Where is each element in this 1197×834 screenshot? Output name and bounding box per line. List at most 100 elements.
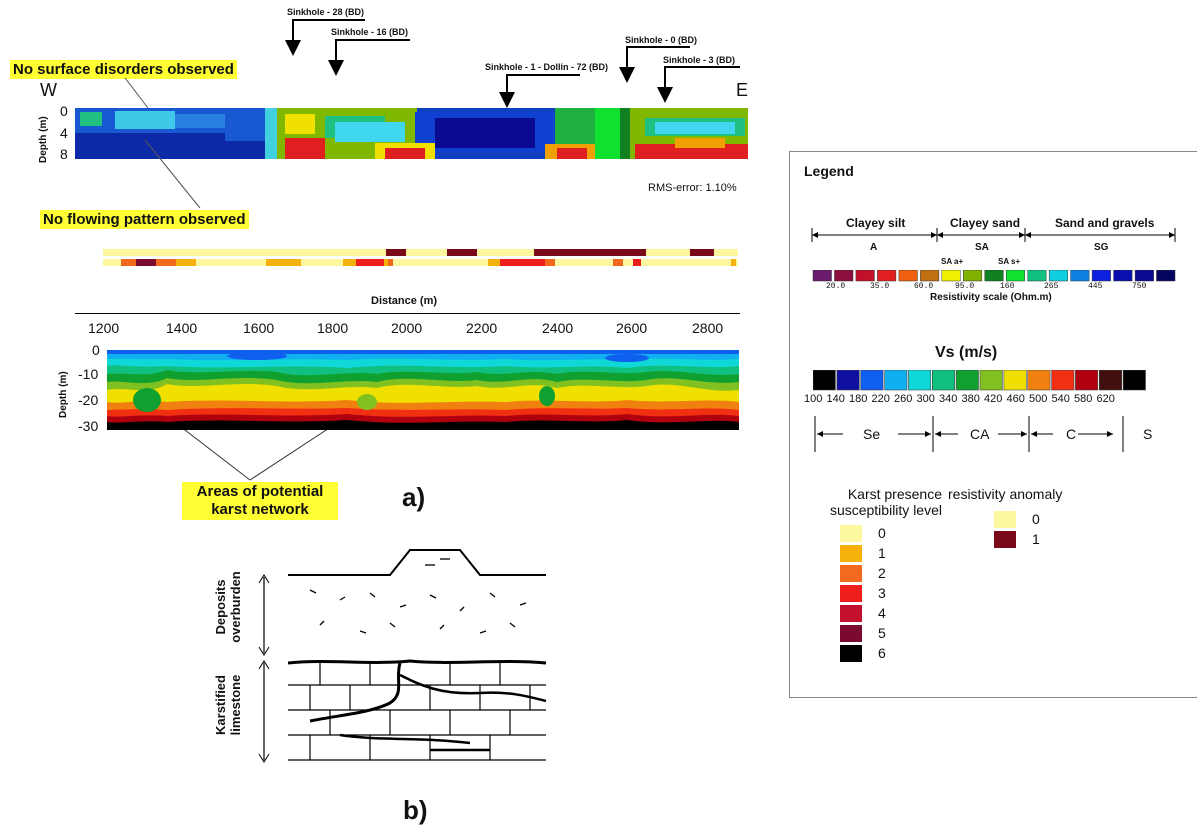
resistivity-ticks: 20.0 35.0 60.0 95.0 160 265 445 750 <box>812 282 1177 294</box>
x-tick: 2200 <box>466 320 498 336</box>
karst-level-swatch <box>840 564 862 582</box>
resistivity-swatch <box>1027 270 1047 282</box>
anomaly-level-row: 0 <box>994 509 1040 529</box>
vs-color-scale <box>813 370 1146 391</box>
vs-tick: 100 <box>804 393 823 405</box>
res-tick: 445 <box>1088 282 1103 291</box>
vs-tick: 620 <box>1096 393 1115 405</box>
res-tick: 35.0 <box>870 282 890 291</box>
anomaly-level-value: 1 <box>1032 531 1040 547</box>
sinkhole-label: Sinkhole - 3 (BD) <box>663 55 736 65</box>
karst-level-swatch <box>840 644 862 662</box>
resistivity-swatch <box>1113 270 1133 282</box>
vs-swatch <box>1098 370 1122 391</box>
anomaly-level-row: 1 <box>994 529 1040 549</box>
top-y-tick: 0 <box>60 103 68 119</box>
karst-level-value: 1 <box>878 545 886 561</box>
karst-level-row: 0 <box>840 523 886 543</box>
res-tick: 160 <box>1000 282 1015 291</box>
karst-level-row: 4 <box>840 603 886 623</box>
x-tick: 1400 <box>166 320 198 336</box>
vs-tick: 300 <box>916 393 935 405</box>
group-brackets <box>811 228 1176 242</box>
sub-label: SA a+ <box>941 257 964 266</box>
bottom-vs-section <box>107 350 739 430</box>
vs-class: CA <box>970 426 990 442</box>
vs-ticks: 100 140 180 220 260 300 340 380 420 460 500 540 580 6… <box>804 393 1164 407</box>
x-tick: 1800 <box>317 320 349 336</box>
sinkhole-label: Sinkhole - 1 - Dollin - 72 (BD) <box>485 62 609 72</box>
vs-class-brackets <box>814 416 1124 452</box>
resistivity-swatch <box>855 270 875 282</box>
group-code: A <box>870 242 878 253</box>
vs-swatch <box>908 370 932 391</box>
vs-swatch <box>813 370 836 391</box>
resistivity-swatch <box>898 270 918 282</box>
areas-label: Areas of potential karst network <box>182 482 338 520</box>
top-resistivity-section <box>75 108 748 159</box>
resistivity-swatch <box>877 270 897 282</box>
group-name: Sand and gravels <box>1055 216 1155 230</box>
sinkhole-label: Sinkhole - 16 (BD) <box>331 27 409 37</box>
x-tick: 2600 <box>616 320 648 336</box>
karst-level-row: 5 <box>840 623 886 643</box>
vs-class: S <box>1143 426 1153 442</box>
vs-swatch <box>860 370 884 391</box>
resistivity-color-scale <box>812 270 1176 282</box>
group-name: Clayey silt <box>846 216 906 230</box>
x-tick: 2400 <box>542 320 574 336</box>
resistivity-swatch <box>1070 270 1090 282</box>
x-tick: 2000 <box>391 320 423 336</box>
sinkhole-label: Sinkhole - 0 (BD) <box>625 35 698 45</box>
vs-swatch <box>979 370 1003 391</box>
karst-level-row: 2 <box>840 563 886 583</box>
vs-swatch <box>884 370 908 391</box>
karst-level-swatch <box>840 584 862 602</box>
anomaly-level-swatch <box>994 510 1016 528</box>
karst-level-row: 3 <box>840 583 886 603</box>
x-tick: 1600 <box>243 320 275 336</box>
anomaly-level-swatch <box>994 530 1016 548</box>
karst-level-value: 4 <box>878 605 886 621</box>
no-surface-label: No surface disorders observed <box>10 60 237 79</box>
vs-class: C <box>1066 426 1077 442</box>
panel-label-a: a) <box>402 482 426 512</box>
legend-title: Legend <box>804 163 854 179</box>
sketch-lower-label: Karstified limestone <box>213 674 243 736</box>
vs-tick: 220 <box>871 393 890 405</box>
bottom-y-tick: 0 <box>92 342 100 358</box>
resistivity-swatch <box>1048 270 1068 282</box>
karst-level-swatch <box>840 624 862 642</box>
top-y-tick: 4 <box>60 125 68 141</box>
karst-level-value: 6 <box>878 645 886 661</box>
sinkhole-arrows <box>285 19 740 108</box>
resistivity-swatch <box>834 270 854 282</box>
anomaly-title: resistivity anomaly <box>948 486 1063 502</box>
vs-swatch <box>836 370 860 391</box>
vs-swatch <box>955 370 979 391</box>
vs-swatch <box>1051 370 1075 391</box>
vs-tick: 180 <box>849 393 868 405</box>
resistivity-swatch <box>984 270 1004 282</box>
vs-class: Se <box>863 426 881 442</box>
resistivity-swatch <box>920 270 940 282</box>
karst-level-value: 3 <box>878 585 886 601</box>
resistivity-swatch <box>1005 270 1025 282</box>
vs-tick: 540 <box>1051 393 1070 405</box>
karst-level-swatch <box>840 544 862 562</box>
no-flowing-label: No flowing pattern observed <box>40 210 249 229</box>
rms-error: RMS-error: 1.10% <box>648 182 737 194</box>
vs-swatch <box>1075 370 1099 391</box>
vs-tick: 500 <box>1029 393 1048 405</box>
karst-title: Karst presence susceptibility level <box>829 486 942 518</box>
karst-level-swatch <box>840 524 862 542</box>
vs-swatch <box>1003 370 1027 391</box>
vs-tick: 580 <box>1074 393 1093 405</box>
east-label: E <box>736 80 749 100</box>
karst-level-value: 2 <box>878 565 886 581</box>
karst-sketch <box>258 549 547 763</box>
x-axis-label: Distance (m) <box>371 295 438 307</box>
vs-swatch <box>932 370 956 391</box>
karst-levels: 0 1 2 3 4 5 6 <box>840 523 886 663</box>
res-tick: 750 <box>1132 282 1147 291</box>
